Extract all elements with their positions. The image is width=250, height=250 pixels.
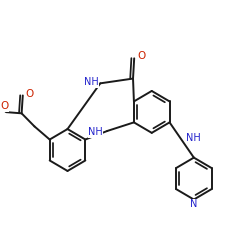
Text: N: N xyxy=(190,199,198,209)
Text: NH: NH xyxy=(186,132,201,142)
Text: O: O xyxy=(26,89,34,99)
Text: O: O xyxy=(0,101,8,111)
Text: NH: NH xyxy=(84,77,98,87)
Text: NH: NH xyxy=(88,127,103,137)
Text: O: O xyxy=(137,51,145,61)
